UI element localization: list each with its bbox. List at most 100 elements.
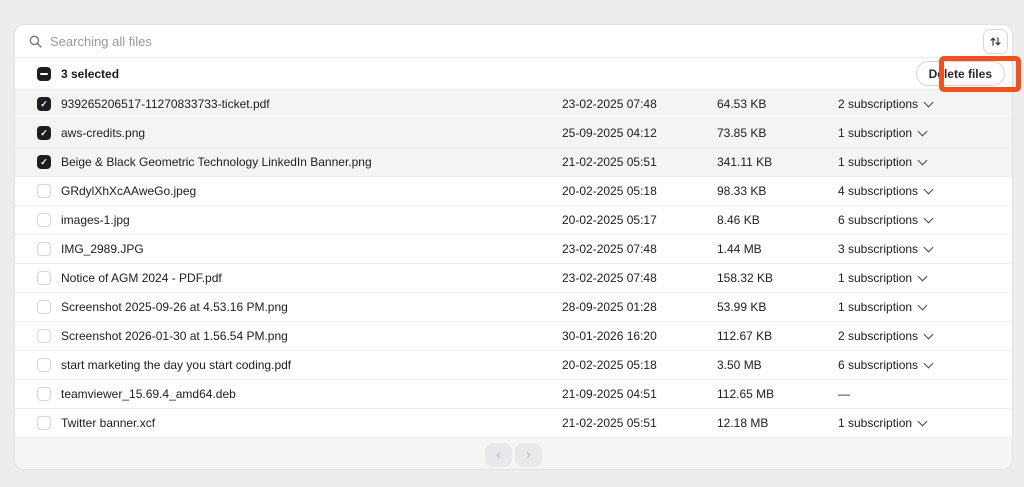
subscriptions-dropdown[interactable]: 1 subscription xyxy=(838,416,1012,430)
subscriptions-label: 1 subscription xyxy=(838,155,913,169)
table-row[interactable]: ✓ Notice of AGM 2024 - PDF.pdf 23-02-202… xyxy=(15,264,1012,293)
chevron-down-icon xyxy=(923,184,934,194)
file-size: 53.99 KB xyxy=(717,300,767,314)
file-size: 112.67 KB xyxy=(717,329,773,343)
table-row[interactable]: ✓ images-1.jpg 20-02-2025 05:17 8.46 KB … xyxy=(15,206,1012,235)
subscriptions-dropdown[interactable]: 1 subscription xyxy=(838,126,1012,140)
subscriptions-dropdown[interactable]: 4 subscriptions xyxy=(838,184,1012,198)
file-size: 3.50 MB xyxy=(717,358,762,372)
row-checkbox[interactable]: ✓ xyxy=(37,97,51,111)
chevron-down-icon xyxy=(923,329,934,339)
subscriptions-label: 2 subscriptions xyxy=(838,97,919,111)
file-modified-date: 23-02-2025 07:48 xyxy=(562,271,657,285)
checkmark-icon: ✓ xyxy=(40,127,48,138)
chevron-down-icon xyxy=(923,242,934,252)
file-modified-date: 20-02-2025 05:18 xyxy=(562,184,657,198)
file-manager-card: 3 selected Delete files ✓ 939265206517-1… xyxy=(14,24,1013,470)
row-checkbox[interactable]: ✓ xyxy=(37,155,51,169)
chevron-down-icon xyxy=(917,300,928,310)
table-row[interactable]: ✓ start marketing the day you start codi… xyxy=(15,351,1012,380)
file-size: 8.46 KB xyxy=(717,213,760,227)
subscriptions-dropdown[interactable]: 6 subscriptions xyxy=(838,213,1012,227)
table-row[interactable]: ✓ IMG_2989.JPG 23-02-2025 07:48 1.44 MB … xyxy=(15,235,1012,264)
table-row[interactable]: ✓ Screenshot 2025-09-26 at 4.53.16 PM.pn… xyxy=(15,293,1012,322)
chevron-down-icon xyxy=(923,213,934,223)
subscriptions-label: 6 subscriptions xyxy=(838,358,919,372)
table-row[interactable]: ✓ Beige & Black Geometric Technology Lin… xyxy=(15,148,1012,177)
file-modified-date: 28-09-2025 01:28 xyxy=(562,300,657,314)
subscriptions-dropdown[interactable]: 1 subscription xyxy=(838,155,1012,169)
file-size: 1.44 MB xyxy=(717,242,762,256)
file-size: 341.11 KB xyxy=(717,155,773,169)
subscriptions-dropdown[interactable]: 1 subscription xyxy=(838,300,1012,314)
file-size: 98.33 KB xyxy=(717,184,767,198)
subscriptions-label: 3 subscriptions xyxy=(838,242,919,256)
selected-count-label: 3 selected xyxy=(61,66,120,81)
row-checkbox[interactable]: ✓ xyxy=(37,271,51,285)
subscriptions-dropdown[interactable]: 2 subscriptions xyxy=(838,329,1012,343)
file-name: Twitter banner.xcf xyxy=(61,416,156,430)
search-bar xyxy=(15,25,1012,58)
row-checkbox[interactable]: ✓ xyxy=(37,184,51,198)
subscriptions-dropdown[interactable]: — xyxy=(838,387,1012,401)
file-modified-date: 21-09-2025 04:51 xyxy=(562,387,657,401)
chevron-down-icon xyxy=(917,126,928,136)
file-name: GRdylXhXcAAweGo.jpeg xyxy=(61,184,197,198)
sort-arrows-icon xyxy=(990,36,1001,46)
row-checkbox[interactable]: ✓ xyxy=(37,387,51,401)
file-name: aws-credits.png xyxy=(61,126,146,140)
delete-files-button[interactable]: Delete files xyxy=(915,61,1005,86)
table-row[interactable]: ✓ 939265206517-11270833733-ticket.pdf 23… xyxy=(15,90,1012,119)
subscriptions-label: 1 subscription xyxy=(838,126,913,140)
subscriptions-label: 4 subscriptions xyxy=(838,184,919,198)
chevron-down-icon xyxy=(917,416,928,426)
selection-header: 3 selected Delete files xyxy=(15,58,1012,90)
table-row[interactable]: ✓ GRdylXhXcAAweGo.jpeg 20-02-2025 05:18 … xyxy=(15,177,1012,206)
table-row[interactable]: ✓ aws-credits.png 25-09-2025 04:12 73.85… xyxy=(15,119,1012,148)
file-size: 112.65 MB xyxy=(717,387,775,401)
subscriptions-label: 1 subscription xyxy=(838,416,913,430)
chevron-down-icon xyxy=(923,358,934,368)
file-modified-date: 30-01-2026 16:20 xyxy=(562,329,657,343)
chevron-down-icon xyxy=(917,155,928,165)
next-page-button[interactable]: › xyxy=(515,442,542,467)
subscriptions-label: 1 subscription xyxy=(838,300,913,314)
file-name: images-1.jpg xyxy=(61,213,130,227)
sort-button[interactable] xyxy=(983,28,1008,54)
table-row[interactable]: ✓ teamviewer_15.69.4_amd64.deb 21-09-202… xyxy=(15,380,1012,409)
file-size: 73.85 KB xyxy=(717,126,767,140)
prev-page-button[interactable]: ‹ xyxy=(485,442,512,467)
subscriptions-dropdown[interactable]: 1 subscription xyxy=(838,271,1012,285)
subscriptions-label: — xyxy=(838,387,850,401)
file-name: 939265206517-11270833733-ticket.pdf xyxy=(61,97,270,111)
file-name: Screenshot 2025-09-26 at 4.53.16 PM.png xyxy=(61,300,288,314)
table-row[interactable]: ✓ Screenshot 2026-01-30 at 1.56.54 PM.pn… xyxy=(15,322,1012,351)
file-modified-date: 21-02-2025 05:51 xyxy=(562,416,657,430)
pagination: ‹ › xyxy=(15,438,1012,469)
row-checkbox[interactable]: ✓ xyxy=(37,126,51,140)
file-name: IMG_2989.JPG xyxy=(61,242,144,256)
subscriptions-dropdown[interactable]: 3 subscriptions xyxy=(838,242,1012,256)
subscriptions-label: 6 subscriptions xyxy=(838,213,919,227)
file-size: 158.32 KB xyxy=(717,271,774,285)
file-modified-date: 23-02-2025 07:48 xyxy=(562,242,657,256)
row-checkbox[interactable]: ✓ xyxy=(37,358,51,372)
row-checkbox[interactable]: ✓ xyxy=(37,416,51,430)
row-checkbox[interactable]: ✓ xyxy=(37,242,51,256)
subscriptions-dropdown[interactable]: 2 subscriptions xyxy=(838,97,1012,111)
file-modified-date: 21-02-2025 05:51 xyxy=(562,155,657,169)
row-checkbox[interactable]: ✓ xyxy=(37,213,51,227)
file-name: Screenshot 2026-01-30 at 1.56.54 PM.png xyxy=(61,329,288,343)
search-input[interactable] xyxy=(50,33,975,49)
search-icon xyxy=(29,35,42,48)
chevron-down-icon xyxy=(923,97,934,107)
file-size: 12.18 MB xyxy=(717,416,769,430)
select-all-checkbox[interactable] xyxy=(37,66,51,81)
row-checkbox[interactable]: ✓ xyxy=(37,329,51,343)
table-row[interactable]: ✓ Twitter banner.xcf 21-02-2025 05:51 12… xyxy=(15,409,1012,438)
file-modified-date: 23-02-2025 07:48 xyxy=(562,97,657,111)
file-modified-date: 25-09-2025 04:12 xyxy=(562,126,657,140)
subscriptions-dropdown[interactable]: 6 subscriptions xyxy=(838,358,1012,372)
row-checkbox[interactable]: ✓ xyxy=(37,300,51,314)
